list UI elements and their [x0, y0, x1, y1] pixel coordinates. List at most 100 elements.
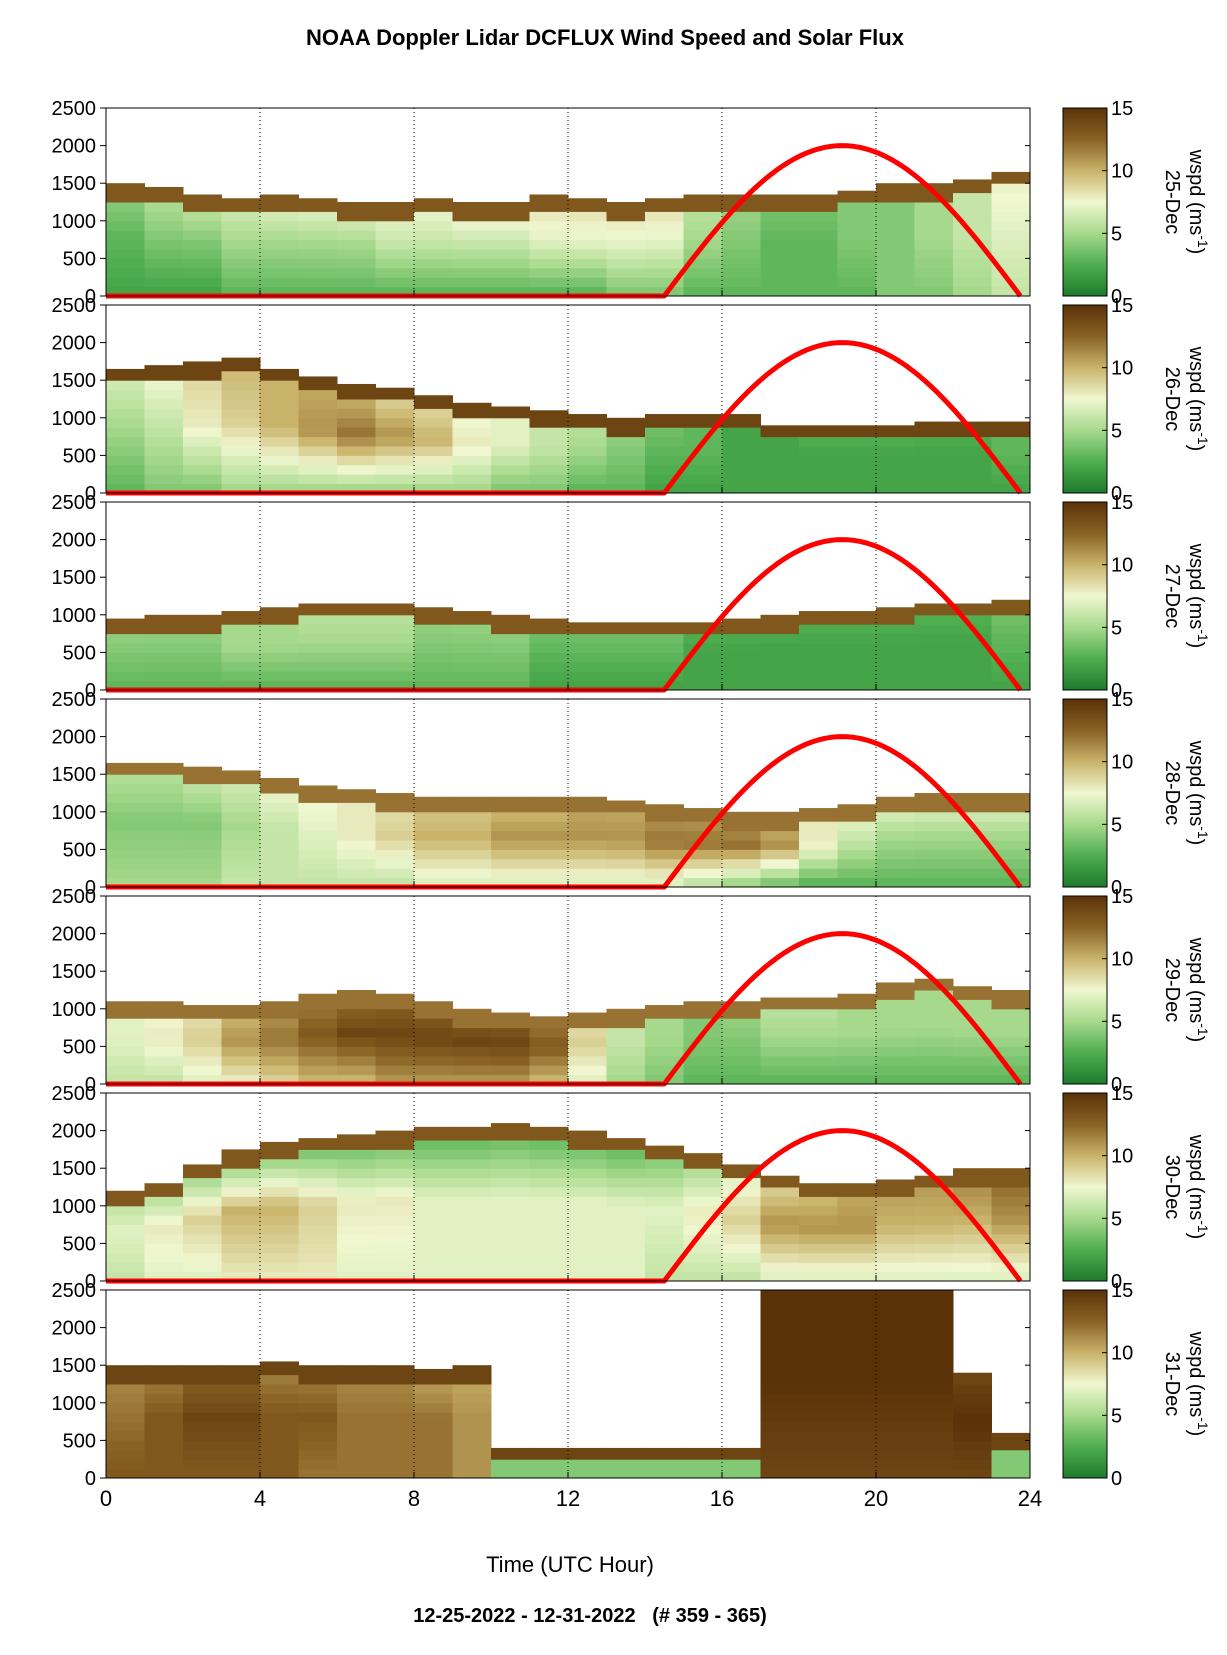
heatmap-cell	[799, 680, 838, 691]
heatmap-cell	[876, 1393, 915, 1404]
heatmap-cell	[106, 455, 145, 466]
heatmap-cell	[183, 614, 222, 625]
heatmap-cell	[375, 999, 415, 1010]
heatmap-cell	[337, 408, 376, 419]
heatmap-cell	[837, 633, 877, 644]
heatmap-cell	[645, 1468, 684, 1479]
heatmap-cell	[414, 1252, 453, 1263]
heatmap-cell	[645, 1168, 684, 1179]
heatmap-cell	[991, 230, 1031, 241]
heatmap-cell	[491, 446, 530, 456]
heatmap-cell	[914, 1459, 954, 1470]
heatmap-cell	[221, 821, 261, 832]
heatmap-cell	[837, 1037, 877, 1047]
heatmap-cell	[144, 427, 184, 438]
heatmap-cell	[991, 211, 1031, 222]
heatmap-cell	[260, 858, 299, 869]
heatmap-cell	[683, 1234, 723, 1244]
heatmap-cell	[106, 618, 145, 625]
heatmap-cell	[144, 1046, 184, 1057]
heatmap-cell	[452, 1055, 492, 1066]
heatmap-cell	[799, 633, 838, 644]
heatmap-cell	[144, 186, 184, 194]
heatmap-cell	[953, 680, 992, 691]
heatmap-cell	[491, 840, 530, 850]
heatmap-cell	[106, 1065, 145, 1076]
heatmap-cell	[337, 633, 376, 644]
heatmap-cell	[414, 1196, 453, 1207]
heatmap-cell	[183, 1037, 222, 1047]
heatmap-cell	[606, 1459, 646, 1470]
heatmap-cell	[106, 220, 145, 231]
heatmap-cell	[260, 194, 299, 203]
heatmap-cell	[183, 286, 222, 297]
heatmap-cell	[876, 1018, 915, 1029]
heatmap-cell	[221, 399, 261, 409]
heatmap-cell	[529, 410, 569, 419]
heatmap-cell	[876, 1027, 915, 1038]
heatmap-cell	[183, 624, 222, 635]
heatmap-cell	[914, 849, 954, 860]
heatmap-cell	[722, 286, 761, 297]
heatmap-cell	[452, 1393, 492, 1404]
heatmap-cell	[914, 793, 954, 803]
heatmap-cell	[876, 624, 915, 635]
heatmap-cell	[414, 427, 453, 438]
heatmap-cell	[144, 793, 184, 803]
heatmap-cell	[221, 811, 261, 822]
heatmap-cell	[106, 446, 145, 456]
heatmap-cell	[991, 652, 1031, 663]
heatmap-cell	[760, 1384, 800, 1394]
heatmap-cell	[529, 868, 569, 879]
heatmap-cell	[298, 1187, 338, 1197]
heatmap-cell	[953, 220, 992, 231]
colorbar-tick-label: 5	[1111, 1405, 1122, 1427]
heatmap-cell	[260, 1365, 299, 1376]
heatmap-cell	[606, 849, 646, 860]
heatmap-cell	[375, 858, 415, 869]
heatmap-cell	[953, 1196, 992, 1207]
heatmap-cell	[568, 464, 607, 475]
heatmap-cell	[491, 230, 530, 241]
heatmap-cell	[221, 436, 261, 447]
heatmap-cell	[683, 417, 723, 428]
heatmap-cell	[298, 436, 338, 447]
heatmap-cell	[298, 605, 338, 616]
heatmap-cell	[606, 455, 646, 466]
heatmap-cell	[837, 1262, 877, 1273]
heatmap-cell	[375, 1459, 415, 1470]
y-tick-label: 1500	[52, 1355, 97, 1377]
heatmap-cell	[375, 1149, 415, 1160]
x-tick-label: 8	[408, 1486, 420, 1511]
heatmap-cell	[529, 1468, 569, 1479]
heatmap-cell	[221, 286, 261, 297]
y-tick-label: 2000	[52, 136, 97, 158]
heatmap-cell	[260, 1440, 299, 1451]
heatmap-cell	[991, 1215, 1031, 1226]
heatmap-cell	[337, 417, 376, 428]
heatmap-cell	[991, 614, 1031, 625]
heatmap-cell	[914, 421, 954, 428]
heatmap-cell	[144, 1183, 184, 1188]
heatmap-cell	[183, 821, 222, 832]
heatmap-cell	[337, 789, 376, 794]
heatmap-cell	[144, 877, 184, 888]
heatmap-cell	[375, 821, 415, 832]
heatmap-cell	[799, 999, 838, 1010]
heatmap-cell	[799, 249, 838, 259]
heatmap-cell	[144, 811, 184, 822]
heatmap-cell	[183, 1421, 222, 1432]
heatmap-cell	[876, 607, 915, 616]
heatmap-cell	[568, 414, 607, 419]
heatmap-cell	[837, 1402, 877, 1413]
colorbar-label-close: )	[1185, 445, 1207, 452]
heatmap-cell	[837, 446, 877, 456]
heatmap-cell	[337, 802, 376, 813]
heatmap-cell	[991, 633, 1031, 644]
heatmap-cell	[106, 408, 145, 419]
heatmap-cell	[606, 474, 646, 485]
colorbar-tick-label: 10	[1111, 1343, 1133, 1365]
heatmap-cell	[529, 671, 569, 682]
heatmap-cell	[914, 464, 954, 475]
heatmap-cell	[876, 277, 915, 288]
